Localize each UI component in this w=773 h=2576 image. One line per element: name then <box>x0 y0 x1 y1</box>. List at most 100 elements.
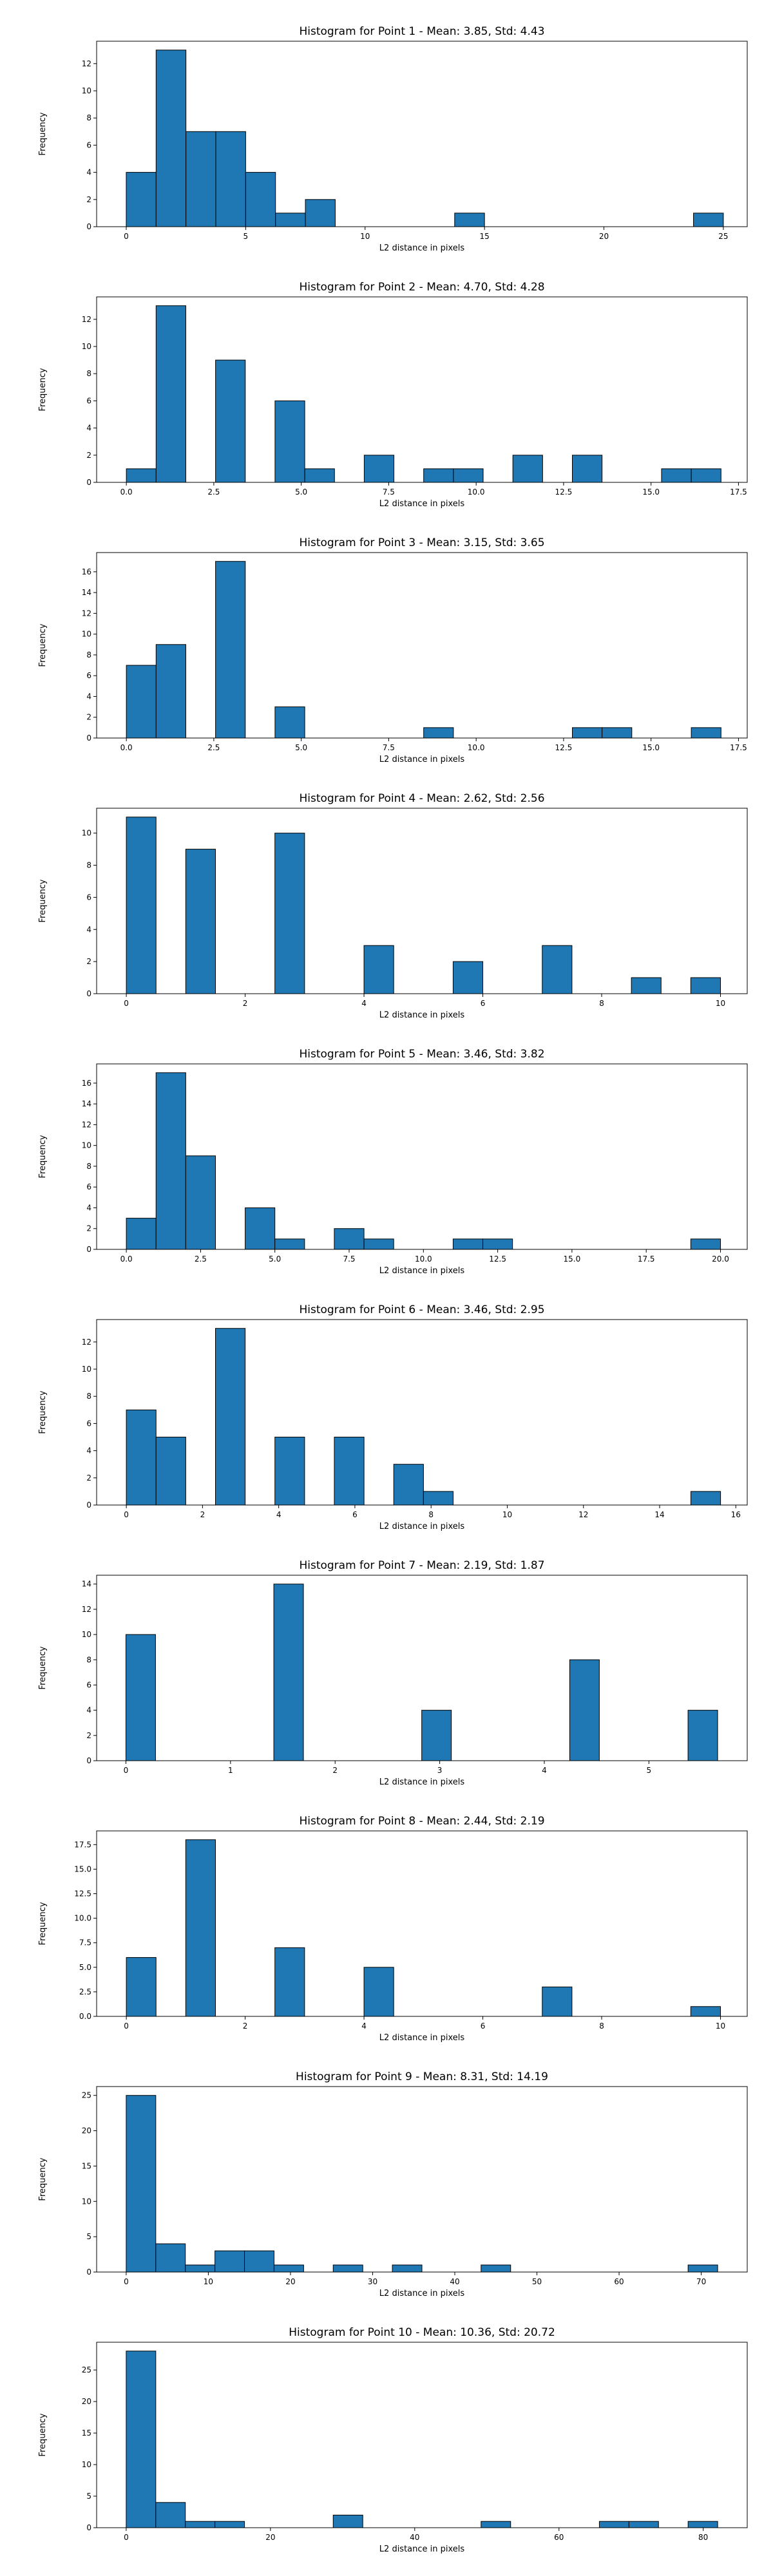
chart-3-ytick-label: 8 <box>86 650 91 659</box>
chart-7-ytick-label: 10 <box>82 1630 91 1639</box>
chart-9-xtick-label: 40 <box>450 2277 459 2286</box>
chart-7-ytick-label: 2 <box>86 1731 91 1740</box>
chart-8-ylabel: Frequency <box>38 1902 48 1945</box>
chart-3-bar-8 <box>691 727 721 739</box>
chart-1-bar-2 <box>155 50 187 227</box>
chart-7-xtick-label: 0 <box>124 1766 129 1775</box>
chart-9-bar-8 <box>392 2264 423 2273</box>
chart-8-xtick-label: 0 <box>124 2022 129 2031</box>
chart-5-ytick-label: 0 <box>86 1245 91 1254</box>
chart-1-bar-8 <box>454 213 485 227</box>
chart-1-xtick-label: 20 <box>599 232 609 241</box>
chart-8-ytick-label: 10.0 <box>74 1914 91 1923</box>
chart-3-ytick-label: 16 <box>82 567 91 576</box>
chart-10-bar-7 <box>598 2521 629 2528</box>
chart-2-bar-12 <box>691 468 721 483</box>
chart-3-xlabel: L2 distance in pixels <box>379 755 465 764</box>
chart-2-ytick-label: 4 <box>86 424 91 433</box>
chart-9-ytick-label: 25 <box>82 2091 91 2100</box>
chart-4-ylabel: Frequency <box>38 879 48 922</box>
chart-8-ytick-label: 17.5 <box>74 1840 91 1849</box>
chart-5-ylabel: Frequency <box>38 1135 48 1178</box>
chart-8-title: Histogram for Point 8 - Mean: 2.44, Std:… <box>299 1815 544 1828</box>
chart-5-bar-3 <box>185 1155 216 1250</box>
chart-5-bar-4 <box>245 1207 276 1250</box>
chart-3-bar-3 <box>215 561 246 739</box>
chart-4-ytick-label: 6 <box>86 893 91 902</box>
chart-7-ytick-label: 4 <box>86 1706 91 1715</box>
chart-3-bar-5 <box>423 727 454 739</box>
chart-2-xtick-label: 12.5 <box>555 488 573 497</box>
chart-9-xlabel: L2 distance in pixels <box>379 2289 465 2298</box>
chart-7-xlabel: L2 distance in pixels <box>379 1777 465 1787</box>
chart-10-bar-3 <box>185 2521 216 2528</box>
chart-10-ytick-label: 10 <box>82 2460 91 2469</box>
chart-10-axes-frame <box>96 2342 748 2528</box>
chart-10-ytick-label: 0 <box>86 2523 91 2532</box>
chart-10-xtick-label: 80 <box>698 2533 708 2542</box>
chart-9-xtick-label: 70 <box>696 2277 706 2286</box>
chart-2-bar-4 <box>274 400 305 483</box>
chart-10-ytick-label: 5 <box>86 2492 91 2501</box>
chart-7-xtick-label: 4 <box>542 1766 547 1775</box>
chart-8-bar-5 <box>542 1986 573 2017</box>
chart-7-ytick-label: 14 <box>82 1580 91 1589</box>
chart-3-ytick-label: 10 <box>82 630 91 639</box>
chart-4-bar-5 <box>452 961 484 994</box>
chart-7-xtick-label: 1 <box>228 1766 233 1775</box>
chart-7-ylabel: Frequency <box>38 1646 48 1689</box>
chart-8-xtick-label: 6 <box>481 2022 486 2031</box>
chart-9-title: Histogram for Point 9 - Mean: 8.31, Std:… <box>296 2070 548 2083</box>
chart-4-xtick-label: 8 <box>599 999 604 1008</box>
chart-6-ytick-label: 4 <box>86 1446 91 1455</box>
chart-6-ytick-label: 6 <box>86 1419 91 1428</box>
chart-3-xtick-label: 0.0 <box>120 743 133 752</box>
chart-6-axes-frame <box>96 1319 748 1506</box>
chart-8-xlabel: L2 distance in pixels <box>379 2033 465 2043</box>
chart-2-bar-11 <box>661 468 692 483</box>
chart-5-xtick-label: 7.5 <box>343 1255 355 1264</box>
chart-4-title: Histogram for Point 4 - Mean: 2.62, Std:… <box>299 792 544 805</box>
chart-1-xtick-label: 10 <box>360 232 370 241</box>
chart-10-xtick-label: 60 <box>554 2533 564 2542</box>
chart-3-bar-2 <box>155 644 186 739</box>
chart-4-bar-6 <box>542 945 573 994</box>
chart-6-bar-2 <box>155 1437 186 1506</box>
chart-4-xtick-label: 0 <box>124 999 129 1008</box>
chart-2-bar-7 <box>423 468 454 483</box>
chart-7-bar-2 <box>273 1584 304 1761</box>
chart-1-xtick-label: 0 <box>124 232 129 241</box>
chart-2-ytick-label: 2 <box>86 451 91 460</box>
chart-10-bar-1 <box>126 2351 157 2528</box>
chart-3-ytick-label: 12 <box>82 609 91 618</box>
chart-4-ytick-label: 8 <box>86 861 91 870</box>
chart-6-bar-7 <box>423 1491 453 1506</box>
chart-8-ytick-label: 5.0 <box>79 1963 91 1972</box>
chart-4-bar-2 <box>185 849 216 994</box>
chart-6-xtick-label: 0 <box>124 1510 129 1519</box>
chart-7-title: Histogram for Point 7 - Mean: 2.19, Std:… <box>299 1559 544 1572</box>
chart-1-xtick-label: 25 <box>718 232 728 241</box>
chart-8-xtick-label: 4 <box>361 2022 367 2031</box>
chart-6-ylabel: Frequency <box>38 1390 48 1434</box>
chart-9-xtick-label: 20 <box>285 2277 295 2286</box>
chart-6-bar-5 <box>334 1437 365 1506</box>
chart-5-xlabel: L2 distance in pixels <box>379 1266 465 1276</box>
chart-7-xtick-label: 2 <box>332 1766 338 1775</box>
chart-8-bar-4 <box>363 1967 394 2017</box>
chart-5-ytick-label: 2 <box>86 1224 91 1233</box>
chart-1-bar-9 <box>693 213 724 227</box>
chart-5-ytick-label: 8 <box>86 1162 91 1171</box>
chart-8-bar-6 <box>690 2006 721 2017</box>
chart-10-xtick-label: 20 <box>265 2533 275 2542</box>
chart-9-ytick-label: 15 <box>82 2161 91 2170</box>
chart-1-ytick-label: 4 <box>86 168 91 177</box>
chart-7-bar-5 <box>687 1710 718 1761</box>
chart-2-ytick-label: 6 <box>86 396 91 405</box>
chart-9-bar-1 <box>126 2095 157 2273</box>
chart-3-xtick-label: 10.0 <box>468 743 485 752</box>
chart-9-bar-4 <box>215 2250 245 2273</box>
chart-1-bar-4 <box>215 131 246 227</box>
chart-8-xtick-label: 2 <box>243 2022 248 2031</box>
